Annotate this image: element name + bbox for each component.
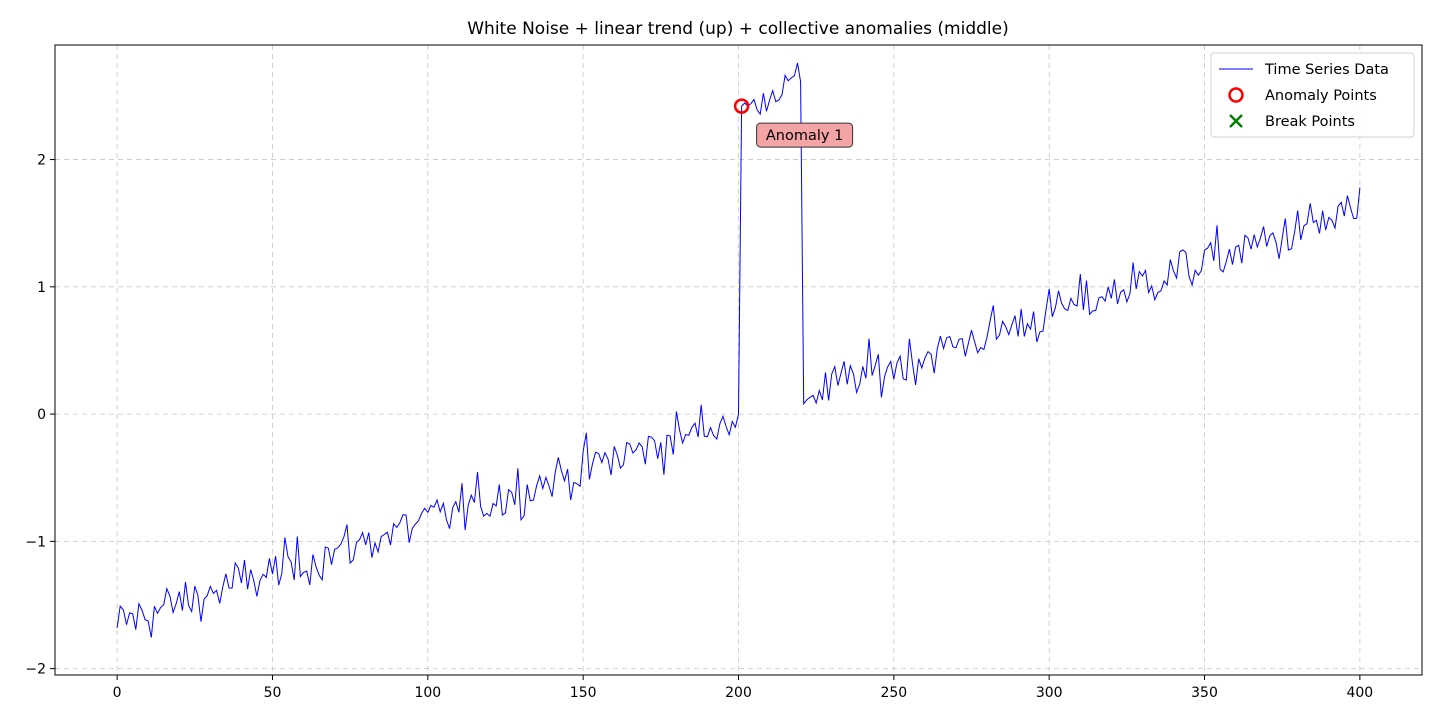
legend-swatch-x-b — [1229, 114, 1243, 128]
anomaly-layer: Anomaly 1 — [733, 98, 854, 148]
legend-label: Anomaly Points — [1265, 88, 1377, 104]
series-line-time-series-data — [116, 62, 1361, 638]
annotation-label: Anomaly 1 — [766, 128, 843, 144]
x-tick-label: 50 — [264, 685, 282, 701]
x-tick-label: 400 — [1346, 685, 1373, 701]
x-tick-label: 100 — [414, 685, 441, 701]
legend-box — [1210, 52, 1415, 138]
x-tick-label: 0 — [113, 685, 122, 701]
grid-lines — [55, 45, 1422, 675]
legend: Time Series Data Anomaly Points Break Poin… — [1210, 52, 1415, 138]
y-tick-label: 2 — [37, 153, 46, 169]
y-tick-label: −1 — [25, 534, 46, 550]
chart-title: White Noise + linear trend (up) + collec… — [467, 19, 1009, 39]
legend-label: Break Points — [1265, 114, 1355, 130]
series-layer — [116, 62, 1361, 638]
y-tick-label: −2 — [25, 662, 46, 678]
legend-swatch-circle — [1228, 87, 1244, 103]
x-tick-label: 200 — [725, 685, 752, 701]
legend-label: Time Series Data — [1264, 62, 1389, 78]
y-tick-label: 1 — [37, 280, 46, 296]
x-tick-label: 300 — [1036, 685, 1063, 701]
x-tick-label: 150 — [570, 685, 597, 701]
axes: 0 50 100 150 200 250 300 350 400 −2 −1 0 1 2 — [25, 44, 1423, 701]
y-tick-label: 0 — [37, 407, 46, 423]
anomaly-point — [733, 98, 750, 114]
annotation-box — [756, 122, 854, 148]
x-tick-label: 250 — [880, 685, 907, 701]
x-tick-label: 350 — [1191, 685, 1218, 701]
